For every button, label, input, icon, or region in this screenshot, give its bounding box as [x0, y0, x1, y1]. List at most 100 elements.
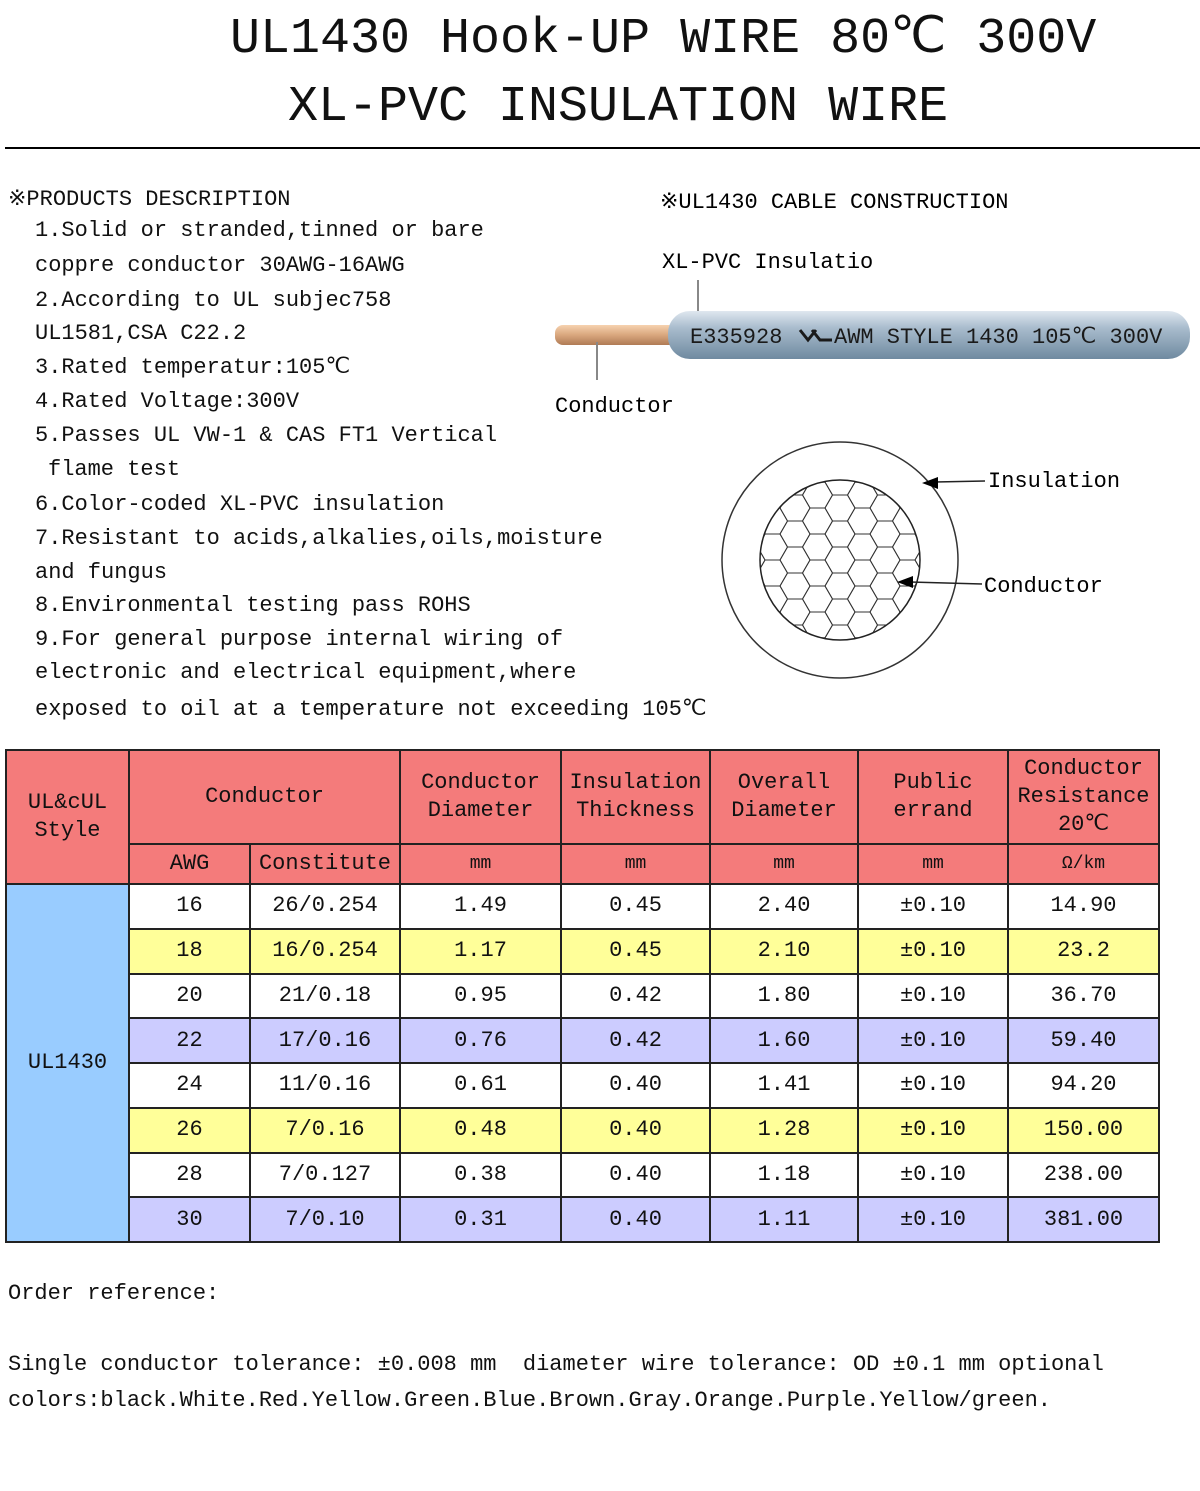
header-cell: Insulation Thickness [560, 749, 711, 845]
data-cell: 0.31 [399, 1196, 562, 1243]
data-cell: 1.28 [709, 1106, 859, 1154]
data-cell: 0.38 [399, 1151, 562, 1199]
description-line: coppre conductor 30AWG-16AWG [35, 253, 405, 278]
description-line: electronic and electrical equipment,wher… [35, 660, 577, 685]
data-cell: 36.70 [1007, 972, 1160, 1020]
description-line: 4.Rated Voltage:300V [35, 389, 300, 414]
description-line: 3.Rated temperatur:105℃ [35, 355, 351, 380]
data-cell: 11/0.16 [249, 1062, 401, 1109]
strand [893, 664, 923, 690]
strand [915, 651, 945, 677]
data-cell: 30 [128, 1196, 251, 1243]
header-cell: Conductor [128, 749, 401, 845]
construction-diagram: ※UL1430 CABLE CONSTRUCTION XL-PVC Insula… [555, 190, 1190, 690]
unit-cell: mm [709, 843, 859, 885]
print: E335928 [690, 325, 782, 350]
data-cell: 59.40 [1007, 1017, 1160, 1064]
data-row: 30 7/0.10 0.31 0.40 1.11 ±0.10 381.00 [6, 1196, 1160, 1243]
subheader-row: AWG Constitute mm mm mm mm Ω/km [6, 843, 1160, 885]
data-row: 26 7/0.16 0.48 0.40 1.28 ±0.10 150.00 [6, 1106, 1160, 1154]
strand [758, 664, 788, 690]
data-cell: 28 [128, 1151, 251, 1199]
conductor-core [555, 325, 680, 345]
footer-line: Single conductor tolerance: ±0.008 mm di… [8, 1352, 1104, 1377]
description-line: 2.According to UL subjec758 [35, 288, 392, 313]
footer-line: colors:black.White.Red.Yellow.Green.Blue… [8, 1388, 1051, 1413]
header-row: UL&cUL Style Conductor Conductor Diameter I… [5, 749, 1160, 885]
data-cell: 7/0.10 [249, 1196, 401, 1243]
data-cell: 2.40 [709, 883, 859, 930]
data-cell: 21/0.18 [249, 972, 401, 1020]
title: UL1430 Hook-UP WIRE 80℃ 300V [230, 11, 1097, 68]
data-cell: 7/0.127 [249, 1151, 401, 1199]
header-cell: Public errand [857, 749, 1009, 845]
data-cell: 0.40 [560, 1196, 711, 1243]
arrow [909, 581, 983, 585]
data-cell: 1.11 [709, 1196, 859, 1243]
heading: ※PRODUCTS DESCRIPTION [8, 187, 291, 212]
label: Conductor [984, 574, 1103, 599]
cross-section-core [759, 479, 921, 641]
data-cell: 1.17 [399, 927, 562, 975]
data-cell: 1.18 [709, 1151, 859, 1199]
unit-cell: AWG [128, 843, 251, 885]
label: Insulation [988, 469, 1120, 494]
data-cell: 1.80 [709, 972, 859, 1020]
style-cell: UL1430 [5, 883, 130, 1243]
unit-cell: mm [399, 843, 562, 885]
description-line: UL1581,CSA C22.2 [35, 321, 247, 346]
data-cell: ±0.10 [857, 1151, 1009, 1199]
description-line: 6.Color-coded XL-PVC insulation [35, 492, 445, 517]
description-line: flame test [48, 457, 181, 482]
data-cell: 381.00 [1007, 1196, 1160, 1243]
data-cell: 17/0.16 [249, 1017, 401, 1064]
description-line: 9.For general purpose internal wiring of [35, 627, 564, 652]
data-cell: 0.95 [399, 972, 562, 1020]
data-cell: 1.49 [399, 883, 562, 930]
strand [914, 546, 920, 574]
unit-cell: Ω/km [1007, 843, 1160, 885]
strand [735, 651, 765, 677]
data-cell: 22 [128, 1017, 251, 1064]
data-cell: ±0.10 [857, 1196, 1009, 1243]
data-cell: 0.45 [560, 927, 711, 975]
data-row: 24 11/0.16 0.61 0.40 1.41 ±0.10 94.20 [6, 1062, 1160, 1109]
cross-section-outer [721, 441, 959, 679]
footer-line: Order reference: [8, 1281, 220, 1306]
data-cell: 14.90 [1007, 883, 1160, 930]
description-line: 8.Environmental testing pass ROHS [35, 593, 471, 618]
data-row: 28 7/0.127 0.38 0.40 1.18 ±0.10 238.00 [6, 1151, 1160, 1199]
arrow [934, 480, 986, 483]
data-cell: ±0.10 [857, 972, 1009, 1020]
data-cell: 0.42 [560, 972, 711, 1020]
header-cell: Conductor Diameter [399, 749, 562, 845]
spec-table: UL&cUL Style Conductor Conductor Diameter I… [5, 749, 1160, 1243]
data-row: UL1430 16 26/0.254 1.49 0.45 2.40 ±0.10 14.90 [5, 883, 1160, 1243]
ul-logo [798, 329, 832, 343]
data-cell: 16/0.254 [249, 927, 401, 975]
data-cell: 26 [128, 1106, 251, 1154]
data-cell: 1.60 [709, 1017, 859, 1064]
arrowhead [922, 477, 938, 489]
divider [5, 147, 1200, 149]
data-cell: 1.41 [709, 1062, 859, 1109]
data-cell: 16 [128, 883, 251, 930]
data-cell: 26/0.254 [249, 883, 401, 930]
strand [915, 443, 945, 469]
data-cell: 0.40 [560, 1106, 711, 1154]
label: Conductor [555, 394, 674, 419]
data-row: 18 16/0.254 1.17 0.45 2.10 ±0.10 23.2 [6, 927, 1160, 975]
unit-cell: mm [560, 843, 711, 885]
data-cell: 150.00 [1007, 1106, 1160, 1154]
description-line: 5.Passes UL VW-1 & CAS FT1 Vertical [35, 423, 498, 448]
data-cell: 238.00 [1007, 1151, 1160, 1199]
description-line: and fungus [35, 560, 168, 585]
print: AWM STYLE 1430 105℃ 300V [834, 325, 1163, 350]
insulation [668, 311, 1190, 359]
description-line: 1.Solid or stranded,tinned or bare [35, 218, 484, 243]
header-cell: Overall Diameter [709, 749, 859, 845]
data-cell: 0.61 [399, 1062, 562, 1109]
unit-cell: mm [857, 843, 1009, 885]
heading: ※UL1430 CABLE CONSTRUCTION [660, 190, 1009, 215]
